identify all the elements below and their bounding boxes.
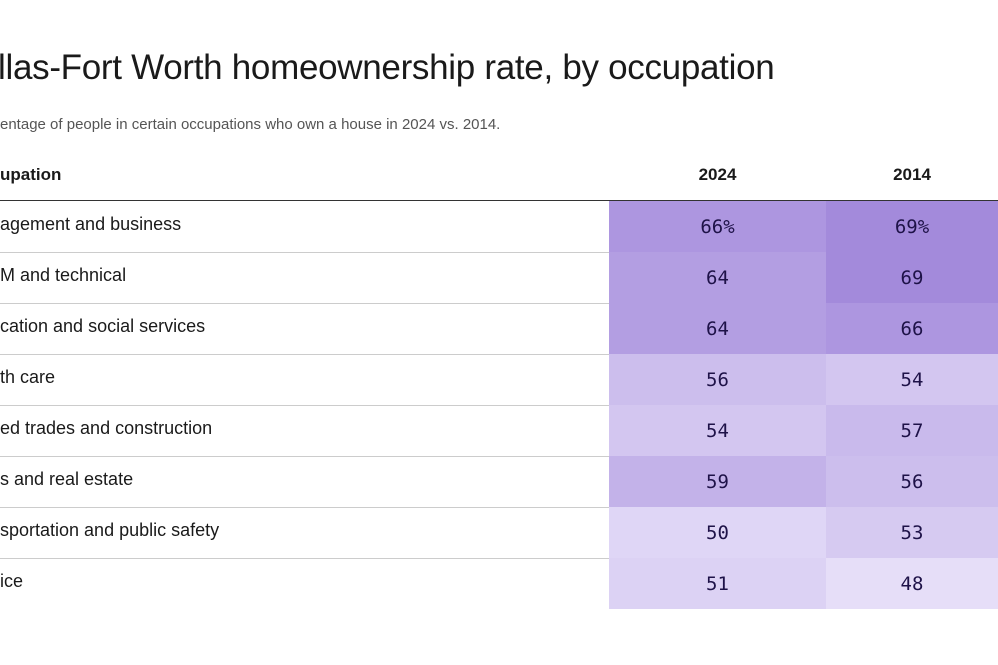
value-cell: 53 [826,507,998,558]
value-cell: 64 [609,303,826,354]
value-cell: 59 [609,456,826,507]
column-header: 2024 [698,165,737,184]
row-rule [0,558,998,559]
value-cell: 69% [826,201,998,252]
value-cell: 56 [826,456,998,507]
row-rule [0,456,998,457]
title: llas-Fort Worth homeownership rate, by o… [0,48,775,87]
value-cell: 64 [609,252,826,303]
row-rule [0,354,998,355]
row-label: ice [0,571,24,591]
value-cell: 54 [609,405,826,456]
column-header: 2014 [893,165,931,184]
row-label: agement and business [0,214,182,234]
value-cell: 66% [609,201,826,252]
row-rule [0,303,998,304]
row-label: s and real estate [0,469,134,489]
value-cell: 54 [826,354,998,405]
value-cell: 56 [609,354,826,405]
value-cell: 57 [826,405,998,456]
row-rule [0,252,998,253]
row-label: ed trades and construction [0,418,213,438]
row-label: cation and social services [0,316,206,336]
value-cell: 50 [609,507,826,558]
header-rule [0,200,998,201]
row-rule [0,405,998,406]
column-header: upation [0,165,62,184]
value-cell: 69 [826,252,998,303]
row-label: sportation and public safety [0,520,220,540]
value-cell: 48 [826,558,998,609]
value-cell: 51 [609,558,826,609]
row-rule [0,507,998,508]
value-cell: 66 [826,303,998,354]
row-label: M and technical [0,265,127,285]
row-label: th care [0,367,56,387]
subtitle: entage of people in certain occupations … [0,116,501,133]
